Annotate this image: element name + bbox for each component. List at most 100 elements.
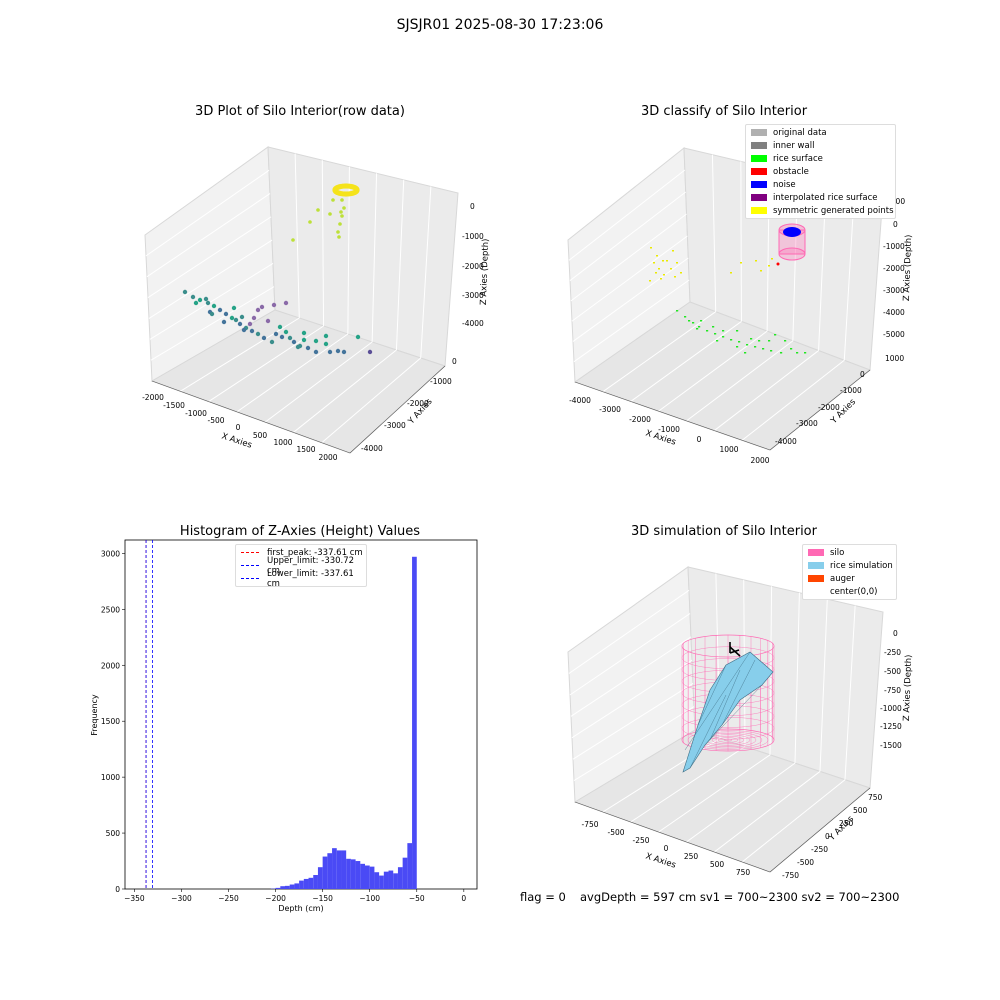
scatter-point [340, 198, 344, 202]
scatter-point [716, 340, 719, 342]
scatter-point [692, 322, 695, 324]
grid-line [568, 589, 690, 674]
tr-xtick: -3000 [599, 405, 621, 414]
tl-ytick: 0 [452, 357, 457, 366]
br-ytick: -250 [811, 845, 828, 854]
scatter-point [700, 320, 703, 322]
tl-ztick: -3000 [462, 291, 484, 300]
scatter-point [203, 296, 209, 302]
scatter-point [269, 339, 275, 345]
tl-points [182, 183, 373, 355]
hist-legend: first_peak: -337.61 cm Upper_limit: -330… [235, 544, 367, 589]
grid-line [570, 636, 692, 717]
grid-line [602, 311, 717, 393]
grid-line [148, 239, 273, 319]
hist-xtick-label: −200 [265, 894, 286, 903]
scatter-point [656, 255, 658, 257]
scatter-point [182, 289, 188, 295]
grid-line [293, 349, 397, 433]
hist-xlabel: Depth (cm) [278, 904, 323, 913]
legend-item: obstacle [746, 165, 895, 178]
scatter-point [662, 260, 664, 262]
hist-plot: −350 −300 −250 −200 −150 −100 −50 0 0 500 1000 150… [90, 539, 478, 913]
grid-line [146, 193, 271, 278]
grid-line [572, 257, 689, 342]
tl-xtick: -1500 [163, 401, 185, 410]
scatter-point [328, 212, 332, 216]
hist-xtick-label: −250 [218, 894, 239, 903]
scatter-point [291, 339, 297, 345]
legend-swatch [808, 549, 824, 556]
scatter-point [676, 310, 679, 312]
scatter-point [341, 349, 347, 355]
scatter-point [336, 230, 340, 234]
scatter-point [367, 349, 373, 355]
tl-xtick: -1000 [185, 409, 207, 418]
br-ytick: -750 [782, 871, 799, 880]
scatter-point [760, 270, 762, 272]
legend-item: inner wall [746, 139, 895, 152]
scatter-point [744, 352, 747, 354]
legend-item: rice surface [746, 152, 895, 165]
br-ytick: 750 [868, 793, 883, 802]
hist-vlines [145, 540, 153, 889]
br-ztick: -1000 [880, 704, 902, 713]
br-xtick: 750 [736, 868, 751, 877]
grid-line [572, 683, 694, 760]
legend-swatch [751, 181, 767, 188]
scatter-point [746, 344, 749, 346]
scatter-point [301, 330, 307, 336]
grid-line [794, 592, 800, 764]
hist-title: Histogram of Z-Axies (Height) Values [179, 524, 421, 539]
tr-xtick: -1000 [658, 425, 680, 434]
scatter-point [698, 326, 701, 328]
br-xtick: -500 [607, 828, 624, 837]
tl-title: 3D Plot of Silo Interior(row data) [195, 104, 405, 119]
tr-ztick: 0 [893, 220, 898, 229]
br-ztick: -500 [884, 667, 901, 676]
scatter-point [251, 315, 257, 321]
br-xlabel: X Axies [644, 851, 677, 870]
legend-item: noise [746, 178, 895, 191]
tl-xtick: -2000 [142, 393, 164, 402]
scatter-point [316, 208, 320, 212]
grid-line [395, 179, 405, 351]
hist-bar [360, 863, 365, 889]
grid-line [294, 153, 300, 319]
scatter-point [197, 297, 203, 303]
tl-ztick: -1000 [462, 232, 484, 241]
grid-line [844, 605, 856, 780]
scatter-point [283, 300, 289, 306]
br-rice-surface [682, 651, 774, 773]
tl-ztick: -2000 [462, 262, 484, 271]
tl-ytick: -1000 [430, 377, 452, 386]
hist-bar [322, 856, 328, 889]
scatter-point [650, 247, 652, 249]
legend-line [241, 552, 259, 553]
scatter-point [313, 349, 319, 355]
scatter-point [796, 352, 799, 354]
legend-item: silo [803, 546, 896, 559]
legend-item: interpolated rice surface [746, 191, 895, 204]
tr-xtick: 2000 [750, 456, 769, 465]
scatter-point [255, 307, 261, 313]
legend-item: first_peak: -337.61 cm [236, 546, 366, 559]
tr-xtick: 1000 [719, 445, 738, 454]
tl-xtick: 1000 [273, 438, 292, 447]
grid-line [569, 613, 691, 696]
tr-axis-lines [574, 369, 871, 451]
tr-ytick: -1000 [840, 386, 862, 395]
tl-plot: -2000 -1500 -1000 -500 0 500 1000 1500 2… [142, 146, 491, 462]
scatter-point [736, 330, 739, 332]
scatter-point [193, 300, 199, 306]
hist-bar [369, 866, 375, 889]
scatter-point [762, 348, 765, 350]
grid-line [570, 213, 687, 302]
hist-bars [270, 556, 417, 889]
tr-title: 3D classify of Silo Interior [640, 104, 808, 119]
hist-xtick-label: 0 [461, 894, 466, 903]
hist-bar [294, 883, 300, 889]
scatter-point [327, 349, 333, 355]
scatter-point [247, 321, 253, 327]
hist-bar [407, 843, 413, 889]
